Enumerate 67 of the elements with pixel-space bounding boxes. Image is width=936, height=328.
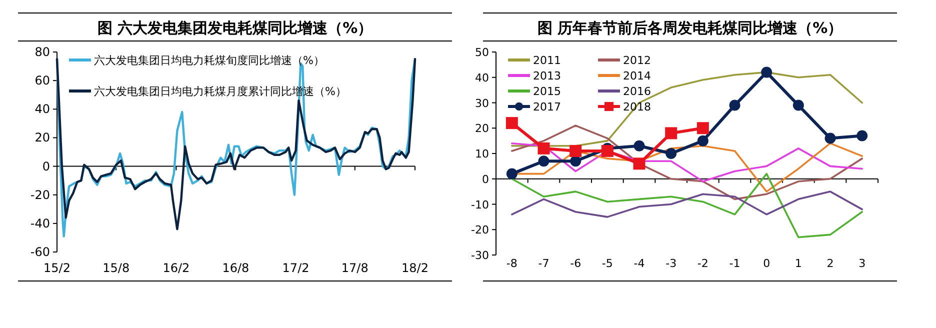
point xyxy=(856,130,868,142)
x-tick-label: 17/8 xyxy=(341,261,368,275)
y-tick-label: -20 xyxy=(471,224,489,237)
y-tick-label: 30 xyxy=(475,96,489,110)
y-tick-label: 40 xyxy=(34,102,50,116)
y-tick-label: -30 xyxy=(471,249,489,262)
x-tick-label: -1 xyxy=(729,257,740,270)
point xyxy=(506,168,518,180)
point xyxy=(761,66,772,78)
point xyxy=(665,127,678,140)
x-tick-label: -5 xyxy=(602,257,613,270)
point xyxy=(570,156,582,167)
line-series xyxy=(511,190,863,218)
x-tick-label: 17/2 xyxy=(282,261,310,275)
y-tick-label: 0 xyxy=(42,159,50,174)
point xyxy=(506,117,518,130)
x-tick-label: -3 xyxy=(666,257,677,270)
point xyxy=(601,144,614,157)
point xyxy=(824,132,836,144)
x-tick-label: 16/2 xyxy=(162,261,190,275)
chart-title: 图 历年春节前后各周发电耗煤同比增速（%） xyxy=(537,19,843,37)
point xyxy=(538,142,550,154)
x-tick-label: -2 xyxy=(697,257,708,270)
legend-label: 2012 xyxy=(623,54,651,67)
x-tick-label: 15/2 xyxy=(44,261,70,275)
line-series xyxy=(511,142,863,182)
point xyxy=(633,158,646,170)
x-tick-label: 2 xyxy=(826,257,834,270)
legend-label: 2013 xyxy=(533,70,561,82)
point xyxy=(570,144,582,157)
x-tick-label: -4 xyxy=(634,257,645,270)
legend-label: 2016 xyxy=(623,85,651,98)
legend-label: 六大发电集团日均电力耗煤旬度同比增速（%） xyxy=(94,54,324,67)
y-tick-label: -40 xyxy=(30,216,50,230)
x-tick-label: 0 xyxy=(763,257,770,270)
y-tick-label: 20 xyxy=(34,130,50,145)
y-tick-label: 80 xyxy=(34,45,50,59)
legend-label: 2014 xyxy=(623,70,651,82)
point xyxy=(696,122,709,134)
y-tick-label: 50 xyxy=(475,46,489,59)
x-tick-label: -6 xyxy=(570,257,582,270)
y-tick-label: -10 xyxy=(471,198,489,212)
legend-label: 2015 xyxy=(533,85,561,98)
x-tick-label: 3 xyxy=(858,257,866,270)
y-tick-label: -60 xyxy=(30,245,50,259)
y-tick-label: 0 xyxy=(482,172,489,186)
chart-title: 图 六大发电集团发电耗煤同比增速（%） xyxy=(97,19,373,37)
point xyxy=(792,100,804,111)
point xyxy=(729,100,740,111)
legend-label: 2017 xyxy=(533,100,561,114)
x-tick-label: 18/2 xyxy=(402,261,428,275)
point xyxy=(697,135,708,146)
y-tick-label: 60 xyxy=(34,74,50,88)
x-tick-label: 15/8 xyxy=(102,261,130,275)
y-tick-label: 20 xyxy=(475,122,489,136)
x-tick-label: -7 xyxy=(538,257,550,270)
x-tick-label: 16/8 xyxy=(222,261,250,275)
y-tick-label: -20 xyxy=(30,188,50,202)
x-tick-label: 1 xyxy=(794,257,802,270)
y-tick-label: 10 xyxy=(475,148,489,160)
legend-label: 2011 xyxy=(533,54,561,67)
line-series xyxy=(511,124,863,200)
y-tick-label: 40 xyxy=(475,71,489,84)
point xyxy=(666,148,677,159)
point xyxy=(634,140,645,152)
x-tick-label: -8 xyxy=(506,257,518,270)
point xyxy=(538,156,550,167)
